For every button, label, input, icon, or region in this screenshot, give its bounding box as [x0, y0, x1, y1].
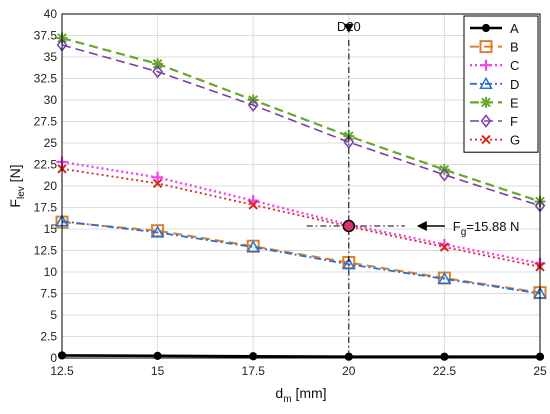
legend-item-G: G: [470, 133, 520, 148]
fg-label-value: =15.88 N: [466, 219, 519, 234]
y-axis-label-sub: lev: [16, 186, 27, 199]
y-tick-label: 10: [44, 265, 58, 279]
data-point-G: [152, 178, 163, 189]
x-axis-label-sub: m: [283, 394, 291, 405]
fg-label-sub: g: [461, 227, 467, 238]
legend-item-D: D: [470, 76, 519, 92]
fg-label: Fg=15.88 N: [453, 219, 520, 238]
annotation-layer: D20 Fg=15.88 N: [306, 19, 520, 358]
y-tick-label: 17.5: [34, 201, 58, 215]
y-tick-label: 32.5: [34, 72, 58, 86]
x-axis-label: dm [mm]: [275, 385, 326, 405]
x-axis-label-main: d: [275, 385, 283, 401]
x-tick-label: 15: [151, 364, 165, 378]
legend-marker: [480, 114, 492, 128]
series-line-G: [61, 167, 541, 268]
legend-label: C: [510, 58, 519, 73]
x-tick-label: 22.5: [433, 364, 457, 378]
x-tick-label: 25: [533, 364, 547, 378]
legend-marker: [481, 134, 491, 145]
legend-item-B: B: [470, 40, 519, 55]
data-point-F: [439, 168, 450, 182]
legend-item-C: C: [470, 58, 519, 73]
fg-arrowhead: [416, 220, 427, 231]
series-line-A: [61, 354, 540, 359]
y-tick-label: 25: [44, 136, 58, 150]
fg-point-marker: [342, 219, 356, 233]
legend-label: B: [510, 40, 519, 55]
data-point-A: [249, 352, 258, 361]
legend-marker: [480, 59, 492, 71]
tick-labels: 0 2.5 5 7.5 10 12.5 15 17.5 20 22.5 25 27.5 30 32.5 35…: [34, 7, 547, 378]
data-point-D: [437, 271, 452, 285]
data-point-F: [152, 64, 163, 79]
legend-marker: [479, 40, 493, 54]
y-axis-label: Flev [N]: [7, 164, 27, 207]
series-line-B: [61, 221, 541, 294]
data-point-F: [247, 98, 259, 112]
d20-label: D20: [337, 19, 361, 34]
data-point-G: [248, 200, 258, 210]
data-point-A: [440, 352, 449, 361]
data-point-E: [152, 58, 164, 70]
x-tick-label: 12.5: [50, 364, 74, 378]
series-line-C: [61, 160, 541, 265]
y-tick-label: 12.5: [34, 244, 58, 258]
data-point-G: [439, 242, 450, 252]
y-tick-label: 20: [44, 179, 58, 193]
data-point-F: [343, 135, 355, 149]
legend-label: G: [510, 133, 520, 148]
y-tick-label: 5: [50, 308, 57, 322]
legend-label: F: [510, 114, 518, 129]
legend-item-A: A: [470, 21, 519, 36]
legend-item-E: E: [470, 95, 519, 110]
y-tick-label: 7.5: [40, 287, 57, 301]
y-tick-label: 0: [50, 351, 57, 365]
x-axis-label-unit: [mm]: [292, 385, 327, 401]
series-line-F: [61, 44, 541, 207]
x-tick-label: 17.5: [242, 364, 266, 378]
data-point-D: [150, 225, 165, 238]
series-C: [56, 156, 546, 269]
series-line-E: [61, 37, 541, 203]
d20-arrowhead: [343, 23, 354, 33]
legend-marker: [480, 96, 492, 108]
y-axis-label-unit: [N]: [7, 164, 23, 186]
data-point-D: [246, 240, 260, 253]
legend-marker: [481, 23, 491, 33]
legend-label: A: [510, 21, 519, 36]
x-tick-label: 20: [342, 364, 356, 378]
plot-border: [61, 13, 541, 359]
y-tick-label: 27.5: [34, 115, 58, 129]
legend-item-F: F: [470, 114, 518, 129]
y-tick-label: 40: [44, 7, 58, 21]
legend-label: E: [510, 95, 519, 110]
data-point-C: [152, 171, 164, 183]
y-tick-label: 30: [44, 93, 58, 107]
series-line-D: [61, 220, 541, 295]
legend-label: D: [510, 77, 519, 92]
y-axis-label-main: F: [7, 199, 23, 208]
y-tick-label: 22.5: [34, 158, 58, 172]
legend-marker: [479, 76, 493, 89]
fg-label-main: F: [453, 219, 461, 234]
y-tick-label: 2.5: [40, 330, 57, 344]
y-tick-label: 35: [44, 50, 58, 64]
y-tick-label: 15: [44, 222, 58, 236]
series-A: [57, 351, 545, 361]
y-tick-label: 37.5: [34, 29, 58, 43]
data-point-D: [342, 257, 356, 270]
